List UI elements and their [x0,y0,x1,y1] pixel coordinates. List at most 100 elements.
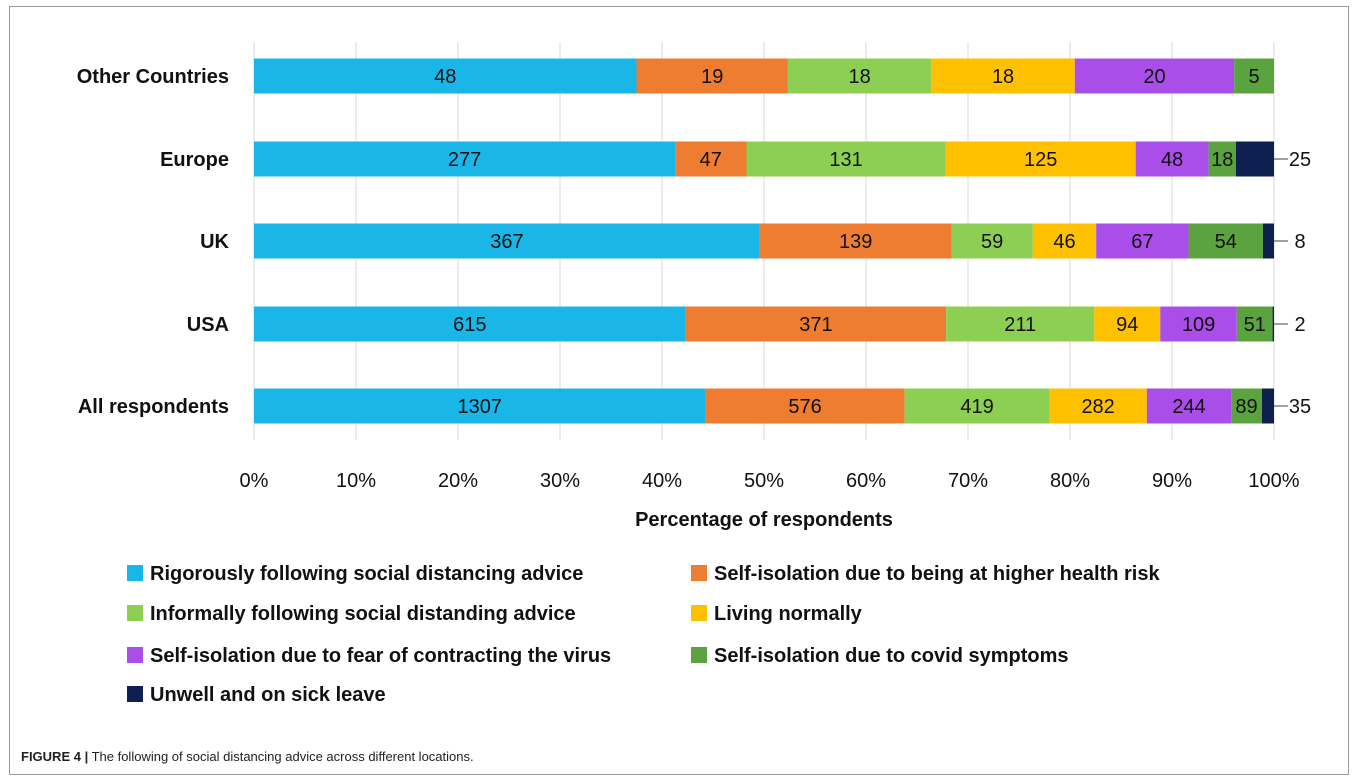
bar-segment [254,388,706,424]
category-label: USA [187,314,229,336]
data-label: 576 [788,396,821,418]
legend-swatch [127,605,143,621]
caption-label: FIGURE 4 | [21,749,89,764]
x-tick-label: 80% [1050,470,1090,492]
x-tick-label: 60% [846,470,886,492]
data-label: 8 [1294,231,1305,253]
data-label: 25 [1289,149,1311,171]
bar-segment [1094,306,1161,342]
bar-segment [705,388,905,424]
bar-segment [951,223,1033,259]
legend-label: Living normally [714,603,863,625]
data-label: 244 [1172,396,1205,418]
bar-segment [787,58,932,94]
bar-segment [1236,306,1273,342]
bar-segment [946,306,1095,342]
data-label: 1307 [458,396,503,418]
caption-text: The following of social distancing advic… [88,749,474,764]
data-label: 367 [490,231,523,253]
data-label: 282 [1081,396,1114,418]
x-tick-label: 90% [1152,470,1192,492]
data-label: 131 [829,149,862,171]
legend-label: Self-isolation due to fear of contractin… [150,645,611,667]
bar-segment [945,141,1136,177]
bar-segment [254,58,637,94]
x-tick-label: 10% [336,470,376,492]
x-tick-label: 40% [642,470,682,492]
data-label: 67 [1131,231,1153,253]
figure-caption: FIGURE 4 | The following of social dista… [21,749,474,764]
x-tick-label: 20% [438,470,478,492]
bar-segment [759,223,952,259]
x-tick-labels: 0% 10% 20% 30% 40% 50% 60% 70% 80% 90% 100% [240,470,1300,492]
data-label: 18 [992,66,1014,88]
legend-swatch [691,647,707,663]
x-tick-label: 100% [1248,470,1299,492]
data-label: 46 [1053,231,1075,253]
bar-segment [746,141,946,177]
legend-label: Unwell and on sick leave [150,684,386,706]
data-label: 35 [1289,396,1311,418]
x-tick-label: 50% [744,470,784,492]
bar-segment [1262,223,1274,259]
x-tick-label: 30% [540,470,580,492]
bar-segment [636,58,788,94]
bar-segment [1074,58,1235,94]
category-label: Other Countries [77,66,229,88]
legend-swatch [127,686,143,702]
bar-segment [1261,388,1274,424]
legend: Rigorously following social distancing a… [127,563,1160,706]
data-label: 371 [799,314,832,336]
bar-segment [1231,388,1262,424]
bar-segment [1234,58,1274,94]
data-label: 277 [448,149,481,171]
legend-label: Rigorously following social distancing a… [150,563,583,585]
legend-label: Self-isolation due to covid symptoms [714,645,1069,667]
data-label: 419 [960,396,993,418]
bar-segment [675,141,747,177]
bar-segment [931,58,1075,94]
bar-segment [1135,141,1209,177]
bar-segment [1146,388,1232,424]
bar-segment [254,306,686,342]
data-label: 89 [1235,396,1257,418]
data-label: 18 [1211,149,1233,171]
data-label: 211 [1004,314,1036,336]
data-label: 48 [434,66,456,88]
data-label: 47 [700,149,722,171]
category-labels: Other Countries Europe UK USA All respondent… [77,66,230,418]
x-axis-title: Percentage of respondents [635,509,893,531]
x-tick-label: 70% [948,470,988,492]
bar-segment [1049,388,1147,424]
legend-label: Informally following social distanding a… [150,603,576,625]
data-label: 5 [1249,66,1260,88]
data-label: 48 [1161,149,1183,171]
data-label: 139 [839,231,872,253]
data-label: 59 [981,231,1003,253]
data-label: 125 [1024,149,1057,171]
bar-segment [1235,141,1274,177]
data-label: 94 [1116,314,1138,336]
bar-segment [904,388,1050,424]
bars: 48 19 18 18 20 5 277 47 131 125 48 18 25 367 139 59 46 67… [254,58,1311,424]
bar-segment [1032,223,1097,259]
legend-swatch [691,565,707,581]
data-label: 109 [1182,314,1215,336]
bar-segment [1188,223,1263,259]
category-label: All respondents [78,396,229,418]
bar-segment [1160,306,1237,342]
bar-segment [254,223,760,259]
data-label: 18 [849,66,871,88]
bar-segment [1208,141,1236,177]
x-tick-label: 0% [240,470,269,492]
data-label: 54 [1215,231,1237,253]
legend-swatch [691,605,707,621]
legend-label: Self-isolation due to being at higher he… [714,563,1160,585]
bar-segment [1272,306,1274,342]
data-label: 19 [701,66,723,88]
bar-segment [254,141,676,177]
category-label: Europe [160,149,229,171]
legend-swatch [127,647,143,663]
category-label: UK [200,231,229,253]
